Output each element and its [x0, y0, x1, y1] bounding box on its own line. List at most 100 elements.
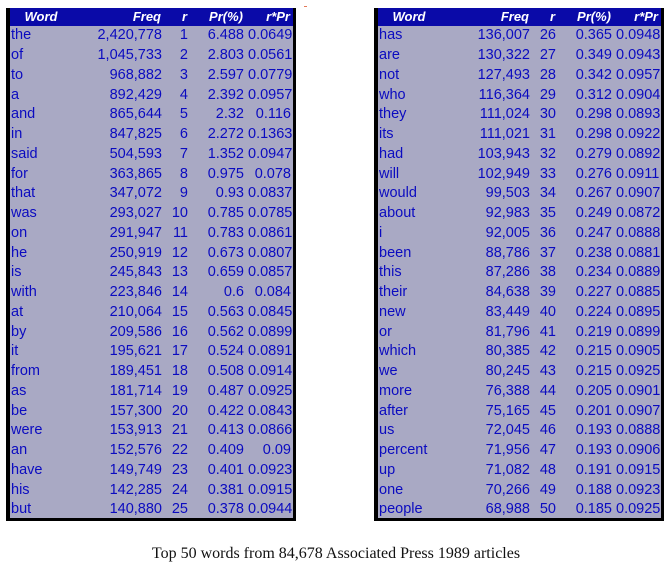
table-body-left: the 2,420,778 1 6.488 0.0649 of 1,045,733 2 2.80…	[10, 26, 293, 520]
table-row: in 847,825 6 2.272 0.1363	[10, 125, 293, 145]
table-row: one 70,266 49 0.188 0.0923	[378, 480, 661, 500]
table-row: a 892,429 4 2.392 0.0957	[10, 85, 293, 105]
cell-word: i	[379, 224, 383, 241]
table-row: but 140,880 25 0.378 0.0944	[10, 500, 293, 520]
table-row: this 87,286 38 0.234 0.0889	[378, 263, 661, 283]
cell-freq: 116,364	[478, 86, 530, 103]
table-row: of 1,045,733 2 2.803 0.0561	[10, 46, 293, 66]
cell-rpr: 0.0888	[616, 422, 661, 439]
cell-rpr: 0.0915	[616, 461, 661, 478]
cell-pr: 0.249	[575, 205, 612, 222]
table-row: that 347,072 9 0.93 0.0837	[10, 184, 293, 204]
cell-rank: 50	[539, 501, 556, 518]
cell-word: up	[379, 461, 396, 478]
cell-pr: 2.272	[207, 126, 244, 143]
cell-word: people	[379, 501, 423, 518]
cell-rpr: 0.0944	[248, 501, 293, 518]
cell-word: a	[11, 86, 20, 103]
cell-freq: 149,749	[109, 461, 162, 478]
cell-word: were	[11, 422, 43, 439]
cell-pr: 0.298	[575, 106, 612, 123]
table-row: us 72,045 46 0.193 0.0888	[378, 421, 661, 441]
cell-word: have	[11, 461, 43, 478]
cell-word: at	[11, 303, 24, 320]
cell-word: who	[379, 86, 406, 103]
cell-rpr: 0.0957	[616, 66, 661, 83]
cell-rank: 24	[171, 481, 188, 498]
cell-freq: 210,064	[109, 303, 162, 320]
cell-rpr: 0.0947	[248, 145, 293, 162]
cell-word: to	[11, 66, 24, 83]
cell-freq: 130,322	[477, 47, 530, 64]
cell-rpr: 0.0866	[248, 422, 293, 439]
cell-rank: 8	[179, 165, 188, 182]
cell-rank: 23	[171, 461, 188, 478]
cell-freq: 81,796	[485, 323, 530, 340]
cell-pr: 2.803	[207, 47, 244, 64]
cell-word: one	[379, 481, 404, 498]
cell-word: new	[379, 303, 406, 320]
cell-word: he	[11, 244, 28, 261]
cell-freq: 70,266	[485, 481, 530, 498]
table-row: as 181,714 19 0.487 0.0925	[10, 382, 293, 402]
cell-pr: 0.193	[575, 442, 612, 459]
cell-word: about	[379, 205, 416, 222]
table-row: not 127,493 28 0.342 0.0957	[378, 66, 661, 86]
cell-freq: 80,385	[485, 343, 530, 360]
cell-rank: 46	[539, 422, 556, 439]
cell-rpr: 0.0891	[248, 343, 293, 360]
cell-freq: 347,072	[109, 185, 162, 202]
cell-rpr: 0.0895	[616, 303, 661, 320]
table-row: his 142,285 24 0.381 0.0915	[10, 480, 293, 500]
cell-freq: 72,045	[485, 422, 530, 439]
cell-rank: 41	[539, 323, 556, 340]
cell-word: on	[11, 224, 28, 241]
header-row: Word Freq r Pr(%) r*Pr	[10, 8, 293, 26]
header-freq: Freq	[72, 8, 164, 26]
cell-word: as	[11, 382, 27, 399]
cell-word: this	[379, 264, 402, 281]
table-row: he 250,919 12 0.673 0.0807	[10, 243, 293, 263]
cell-pr: 0.413	[207, 422, 244, 439]
cell-rank: 17	[171, 343, 188, 360]
cell-word: or	[379, 323, 392, 340]
decorative-tick-mark	[304, 6, 307, 7]
cell-rank: 22	[171, 442, 188, 459]
cell-pr: 0.975	[207, 165, 244, 182]
cell-rank: 36	[539, 224, 556, 241]
cell-freq: 84,638	[485, 284, 530, 301]
cell-rank: 10	[171, 205, 188, 222]
table-row: is 245,843 13 0.659 0.0857	[10, 263, 293, 283]
cell-rank: 9	[179, 185, 188, 202]
cell-pr: 0.508	[207, 363, 244, 380]
cell-rpr: 0.0923	[616, 481, 661, 498]
cell-rank: 42	[539, 343, 556, 360]
cell-rank: 34	[539, 185, 556, 202]
cell-pr: 0.298	[575, 126, 612, 143]
table-row: been 88,786 37 0.238 0.0881	[378, 243, 661, 263]
cell-word: would	[379, 185, 417, 202]
cell-rpr: 0.0872	[616, 205, 661, 222]
cell-freq: 245,843	[109, 264, 162, 281]
table-row: an 152,576 22 0.409 0.09	[10, 441, 293, 461]
cell-freq: 83,449	[485, 303, 530, 320]
cell-rpr: 0.0888	[616, 224, 661, 241]
cell-pr: 6.488	[207, 27, 244, 44]
cell-rpr: 0.116	[255, 106, 291, 123]
cell-rpr: 0.0914	[248, 363, 293, 380]
cell-pr: 0.342	[575, 66, 612, 83]
cell-pr: 0.185	[575, 501, 612, 518]
cell-pr: 0.487	[207, 382, 244, 399]
cell-freq: 99,503	[485, 185, 530, 202]
cell-rpr: 0.078	[254, 165, 291, 182]
cell-freq: 111,024	[479, 106, 530, 123]
cell-word: in	[11, 126, 23, 143]
cell-rpr: 0.0915	[248, 481, 293, 498]
cell-rpr: 0.0845	[248, 303, 293, 320]
cell-rpr: 0.0925	[616, 363, 661, 380]
table-row: which 80,385 42 0.215 0.0905	[378, 342, 661, 362]
table-row: had 103,943 32 0.279 0.0892	[378, 145, 661, 165]
cell-word: which	[379, 343, 417, 360]
cell-rank: 5	[179, 106, 188, 123]
table-row: from 189,451 18 0.508 0.0914	[10, 362, 293, 382]
